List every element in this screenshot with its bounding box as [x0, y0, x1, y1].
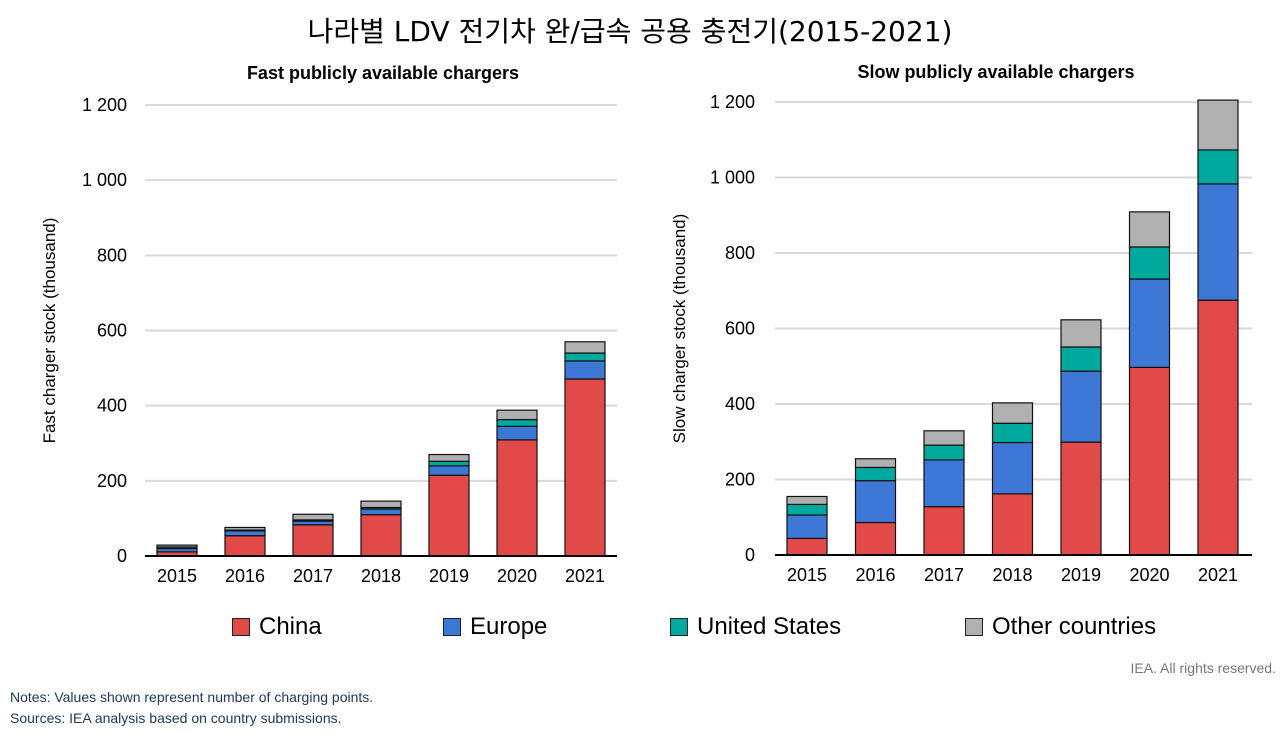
legend-swatch [443, 618, 461, 636]
legend-swatch [965, 618, 983, 636]
fast-xtick-label: 2016 [225, 566, 265, 586]
slow-bar-united-states-2018 [991, 422, 1034, 444]
fast-bar-united-states-2020 [496, 418, 538, 427]
fast-ytick-label: 800 [97, 245, 127, 265]
slow-bar-united-states-2021 [1197, 149, 1239, 185]
slow-bar-europe-2018 [991, 441, 1034, 495]
fast-bar-china-2018 [360, 514, 402, 557]
slow-xtick-label: 2015 [787, 565, 827, 585]
slow-ytick-label: 600 [725, 319, 755, 339]
fast-xtick-label: 2015 [157, 566, 197, 586]
legend-label: United States [697, 613, 842, 640]
fast-bar-other-countries-2016 [224, 526, 266, 531]
slow-ytick-label: 400 [725, 394, 755, 414]
legend-swatch [670, 618, 688, 636]
fast-bar-united-states-2019 [428, 460, 470, 467]
slow-bar-united-states-2020 [1128, 246, 1171, 280]
slow-bar-europe-2017 [923, 459, 965, 508]
fast-ytick-label: 600 [97, 321, 127, 341]
slow-bar-china-2019 [1060, 441, 1102, 556]
fast-bar-other-countries-2019 [428, 453, 470, 462]
slow-bar-europe-2015 [786, 514, 828, 539]
slow-bar-europe-2016 [854, 480, 897, 524]
fast-xtick-label: 2018 [361, 566, 401, 586]
slow-bar-united-states-2015 [786, 503, 828, 516]
fast-bar-europe-2019 [428, 465, 470, 476]
fast-chart-title: Fast publicly available chargers [246, 63, 520, 83]
fast-ytick-label: 1 200 [82, 95, 127, 115]
fast-bar-united-states-2021 [564, 352, 606, 362]
fast-bar-other-countries-2017 [292, 513, 334, 521]
fast-bar-china-2021 [564, 378, 606, 557]
fast-ytick-label: 0 [117, 546, 127, 566]
slow-ytick-label: 800 [725, 243, 755, 263]
slow-bar-united-states-2019 [1060, 346, 1102, 372]
slow-xtick-label: 2016 [855, 565, 895, 585]
slow-xtick-label: 2021 [1198, 565, 1238, 585]
legend-label: Other countries [992, 613, 1157, 640]
page-title: 나라별 LDV 전기차 완/급속 공용 충전기(2015-2021) [307, 15, 953, 48]
slow-xtick-label: 2018 [992, 565, 1032, 585]
fast-ytick-label: 1 000 [82, 170, 127, 190]
sources: Sources: IEA analysis based on country s… [10, 710, 342, 726]
slow-bar-china-2016 [854, 521, 897, 556]
slow-bar-china-2015 [786, 537, 828, 556]
slow-y-axis-title: Slow charger stock (thousand) [670, 214, 689, 444]
legend-united-states: United States [670, 613, 841, 641]
slow-bar-china-2021 [1197, 299, 1239, 556]
fast-bar-europe-2016 [224, 530, 266, 537]
fast-bar-china-2019 [428, 474, 470, 557]
slow-bar-other-countries-2019 [1060, 319, 1102, 348]
slow-bar-europe-2021 [1197, 183, 1239, 301]
slow-bar-other-countries-2015 [786, 495, 828, 506]
slow-bar-united-states-2017 [923, 444, 965, 461]
fast-bar-europe-2020 [496, 425, 538, 441]
fast-bar-china-2017 [292, 524, 334, 557]
fast-bar-china-2020 [496, 439, 538, 557]
fast-bar-other-countries-2021 [564, 341, 606, 354]
slow-ytick-label: 1 000 [710, 168, 755, 188]
fast-bar-other-countries-2015 [156, 544, 198, 548]
slow-chart-title: Slow publicly available chargers [857, 62, 1135, 82]
legend-label: Europe [470, 613, 548, 640]
slow-bar-other-countries-2016 [854, 458, 897, 469]
fast-bar-europe-2021 [564, 360, 606, 380]
fast-ytick-label: 400 [97, 396, 127, 416]
slow-bar-other-countries-2018 [991, 402, 1034, 424]
slow-xtick-label: 2020 [1129, 565, 1169, 585]
legend-europe: Europe [443, 613, 547, 641]
fast-bar-europe-2018 [360, 508, 402, 516]
slow-bar-china-2020 [1128, 366, 1171, 556]
fast-xtick-label: 2021 [565, 566, 605, 586]
notes: Notes: Values shown represent number of … [10, 689, 374, 705]
legend-other-countries: Other countries [965, 613, 1156, 641]
slow-bar-other-countries-2021 [1197, 99, 1239, 151]
fast-bar-china-2016 [224, 535, 266, 557]
slow-ytick-label: 200 [725, 470, 755, 490]
slow-bar-united-states-2016 [854, 466, 897, 482]
legend-label: China [259, 613, 322, 640]
slow-bar-other-countries-2017 [923, 430, 965, 446]
slow-ytick-label: 0 [745, 545, 755, 565]
fast-xtick-label: 2017 [293, 566, 333, 586]
slow-xtick-label: 2017 [924, 565, 964, 585]
fast-ytick-label: 200 [97, 471, 127, 491]
slow-bar-china-2018 [991, 493, 1034, 556]
slow-xtick-label: 2019 [1061, 565, 1101, 585]
fast-bar-other-countries-2018 [360, 500, 402, 509]
fast-y-axis-title: Fast charger stock (thousand) [40, 218, 59, 444]
fast-bar-other-countries-2020 [496, 409, 538, 421]
legend-swatch [232, 618, 250, 636]
slow-bar-europe-2020 [1128, 278, 1171, 368]
slow-bar-other-countries-2020 [1128, 211, 1171, 248]
slow-bar-china-2017 [923, 506, 965, 556]
slow-bar-europe-2019 [1060, 370, 1102, 443]
fast-xtick-label: 2020 [497, 566, 537, 586]
fast-xtick-label: 2019 [429, 566, 469, 586]
slow-ytick-label: 1 200 [710, 92, 755, 112]
legend-china: China [232, 613, 322, 641]
copyright: IEA. All rights reserved. [1130, 660, 1276, 676]
